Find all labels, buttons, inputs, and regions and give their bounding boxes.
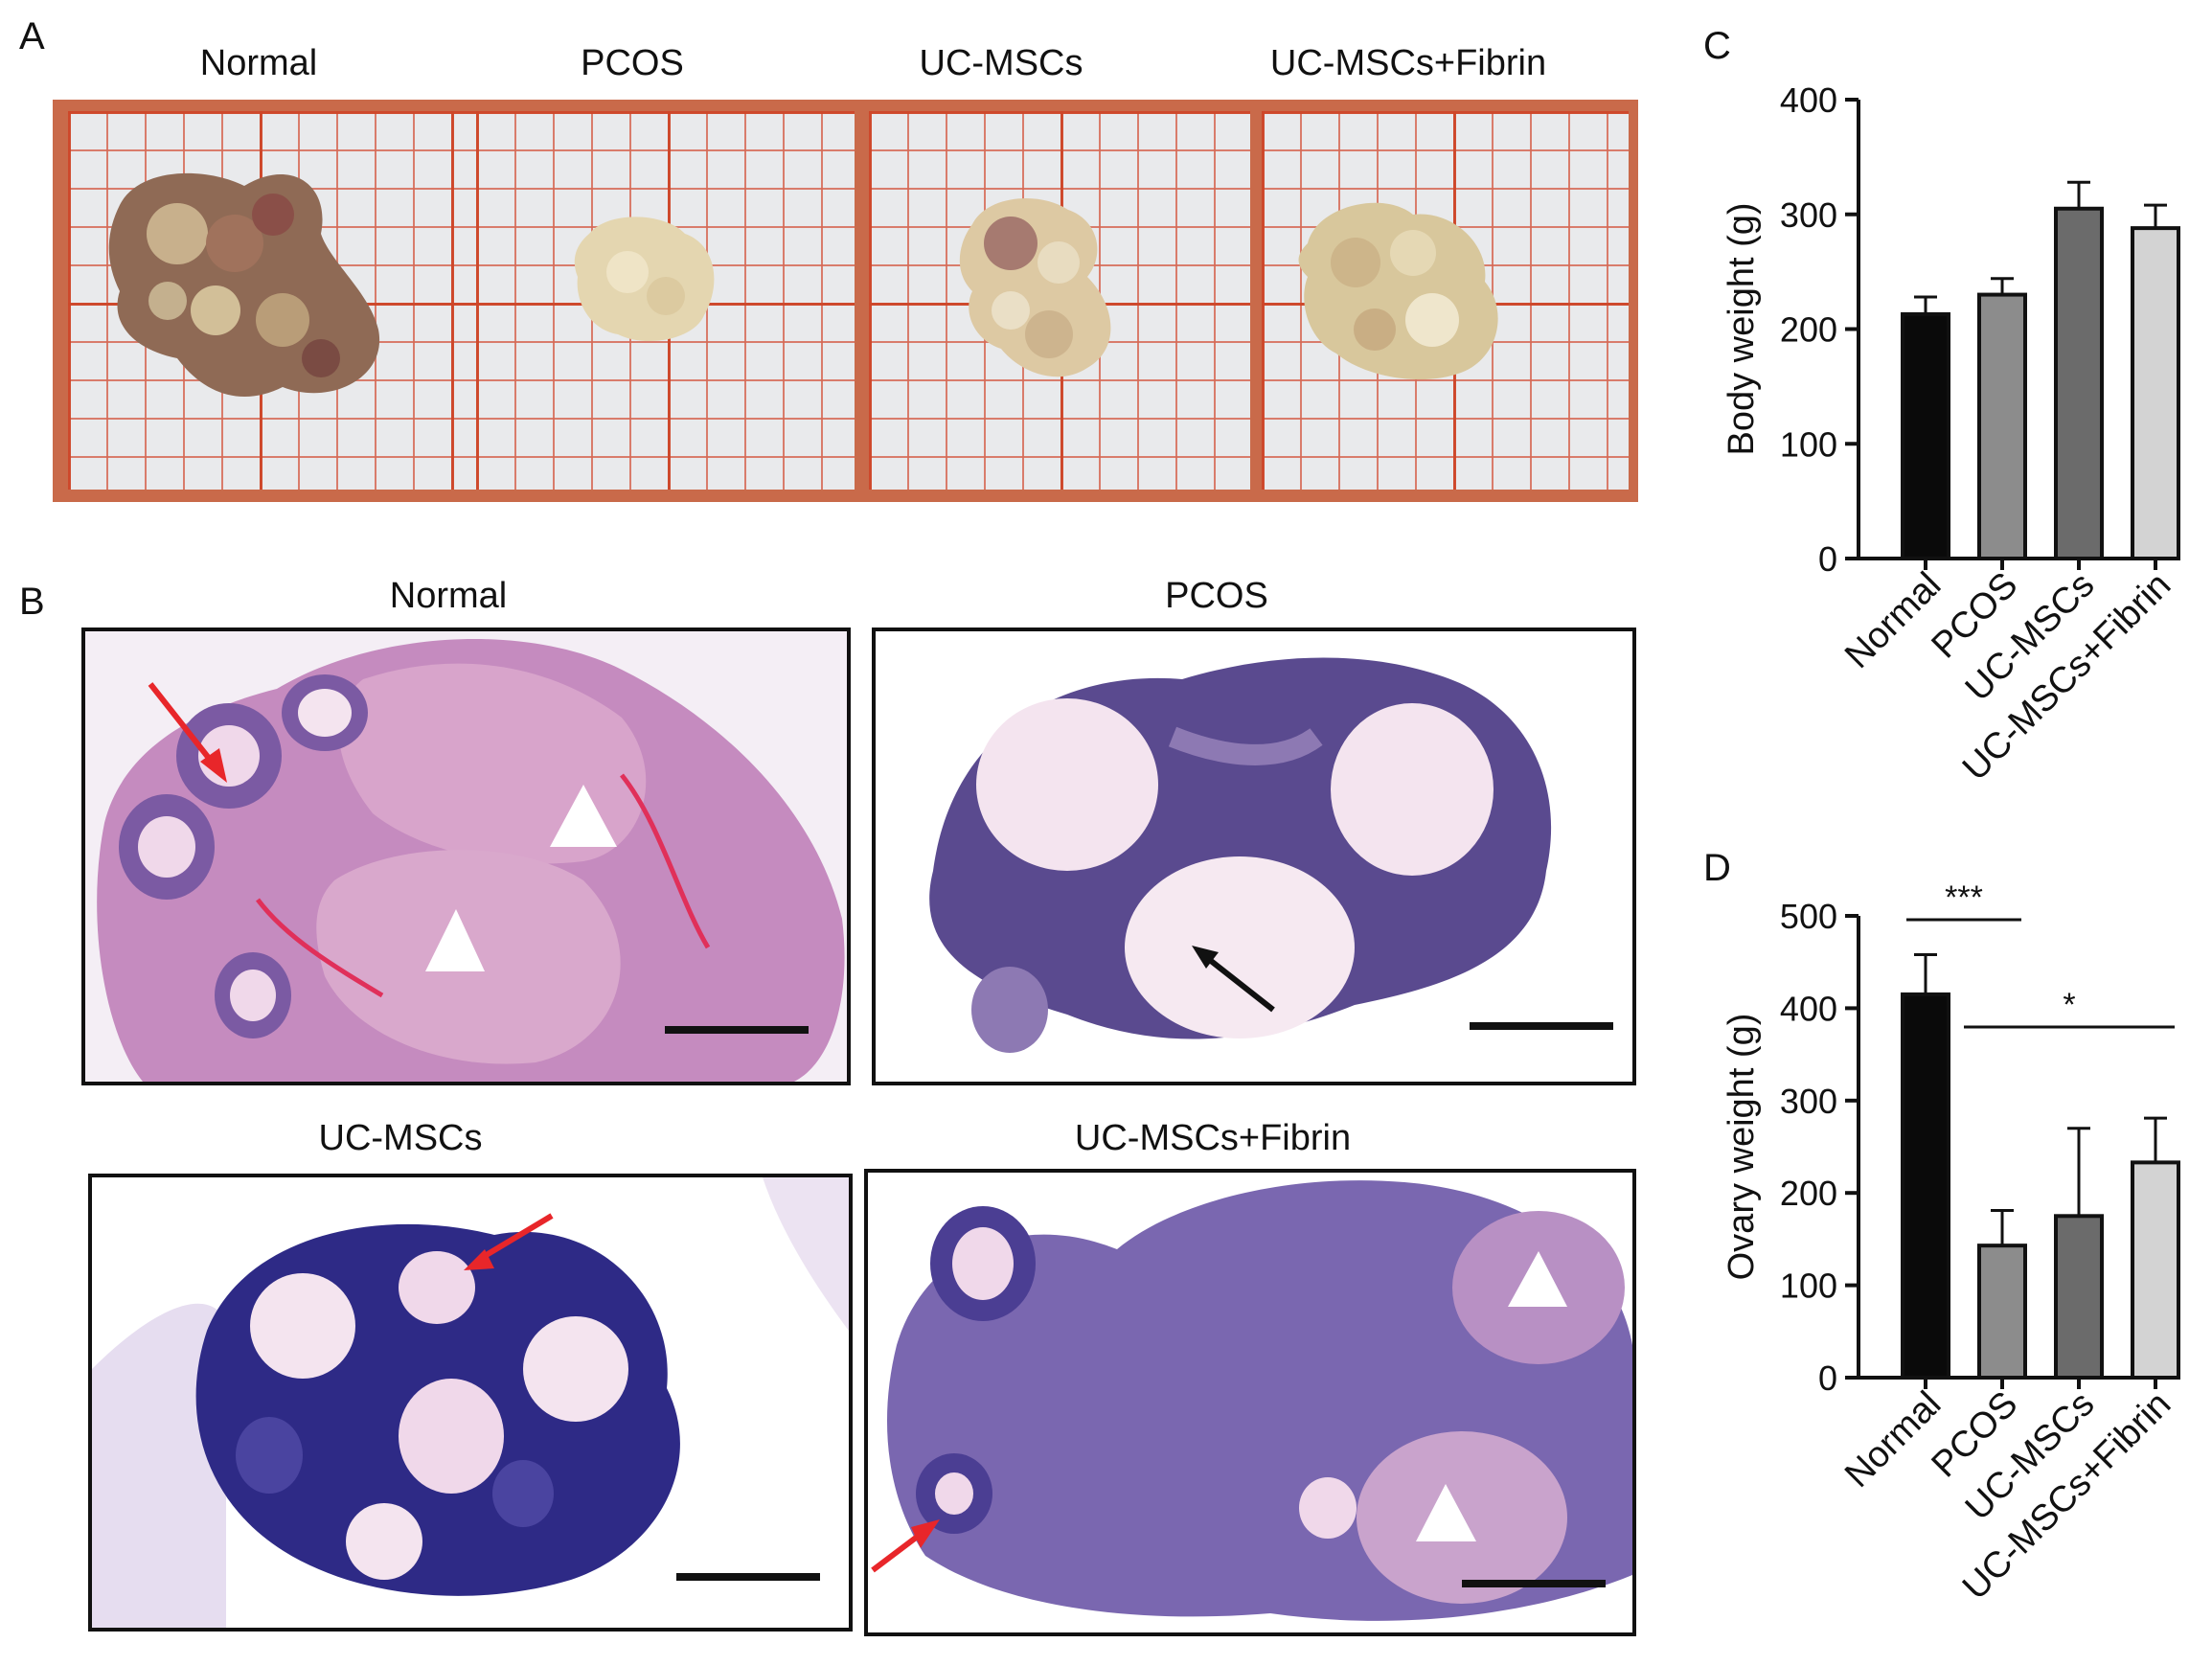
scale-bar-normal xyxy=(665,1026,809,1034)
scale-bar-pcos xyxy=(1470,1022,1613,1030)
photo-title-uc-mscs: UC-MSCs xyxy=(919,43,1083,83)
photo-title-normal: Normal xyxy=(199,43,318,83)
y-axis-title: Ovary weight (g) xyxy=(1722,1014,1762,1281)
panel-b-label: B xyxy=(19,581,45,623)
y-tick-label: 0 xyxy=(1818,1358,1837,1398)
arrowhead-marker-2 xyxy=(425,909,485,971)
black-arrow-pcos xyxy=(1192,946,1219,969)
histology-normal xyxy=(81,628,851,1085)
ovary-photo-strip xyxy=(53,100,1638,502)
arrowhead-marker-3 xyxy=(1508,1251,1567,1307)
ovary-specimen-pcos xyxy=(574,217,715,342)
histology-uc-mscs xyxy=(88,1174,853,1632)
arrowhead-marker-4 xyxy=(1416,1484,1476,1541)
ovary-specimen-uc-mscs xyxy=(959,198,1111,377)
ovary-specimen-normal xyxy=(108,172,380,397)
bar-uc-mscs xyxy=(2054,206,2104,560)
bar-uc-mscs xyxy=(2054,1214,2104,1380)
histo-title-uc-mscs-fibrin: UC-MSCs+Fibrin xyxy=(1074,1118,1352,1158)
y-tick-label: 500 xyxy=(1780,897,1837,936)
bar-normal xyxy=(1901,992,1950,1380)
arrowhead-marker-1 xyxy=(550,785,617,847)
red-arrow-uc-mscs-fibrin xyxy=(911,1519,940,1548)
y-tick-label: 100 xyxy=(1780,1267,1837,1306)
histology-uc-mscs-fibrin xyxy=(864,1169,1636,1636)
ovary-specimen-uc-mscs-fibrin xyxy=(1298,202,1498,380)
significance-label: * xyxy=(2063,987,2075,1023)
panel-a-label: A xyxy=(19,15,45,57)
x-tick-label: Normal xyxy=(1837,1384,1949,1495)
y-tick-label: 200 xyxy=(1780,1174,1837,1213)
histology-pcos xyxy=(872,628,1636,1085)
ovary-specimens xyxy=(108,172,1498,397)
y-axis-title: Body weight (g) xyxy=(1722,202,1762,455)
red-arrow-normal xyxy=(200,748,227,783)
scale-bar-uc-mscs-fibrin xyxy=(1462,1580,1606,1587)
y-tick-label: 400 xyxy=(1780,80,1837,120)
bar-uc-mscs-fibrin xyxy=(2131,1160,2180,1380)
histo-title-pcos: PCOS xyxy=(1165,576,1268,616)
y-tick-label: 100 xyxy=(1780,424,1837,464)
y-tick-label: 200 xyxy=(1780,310,1837,350)
significance-label: *** xyxy=(1945,879,1983,916)
photo-title-pcos: PCOS xyxy=(581,43,684,83)
bar-uc-mscs-fibrin xyxy=(2131,226,2180,560)
y-tick-label: 300 xyxy=(1780,195,1837,235)
panel-d-label: D xyxy=(1703,847,1731,889)
histo-title-uc-mscs: UC-MSCs xyxy=(318,1118,483,1158)
scale-bar-uc-mscs xyxy=(676,1573,820,1581)
x-tick-label: Normal xyxy=(1837,565,1949,676)
bar-pcos xyxy=(1977,1244,2027,1381)
y-tick-label: 300 xyxy=(1780,1082,1837,1121)
grid-paper-pcos xyxy=(476,111,855,490)
red-arrow-uc-mscs xyxy=(464,1249,494,1270)
histo-title-normal: Normal xyxy=(389,576,508,616)
bar-pcos xyxy=(1977,292,2027,560)
photo-title-uc-mscs-fibrin: UC-MSCs+Fibrin xyxy=(1269,43,1547,83)
bar-normal xyxy=(1901,311,1950,560)
panel-c-label: C xyxy=(1703,25,1731,67)
y-tick-label: 0 xyxy=(1818,539,1837,579)
y-tick-label: 400 xyxy=(1780,989,1837,1028)
